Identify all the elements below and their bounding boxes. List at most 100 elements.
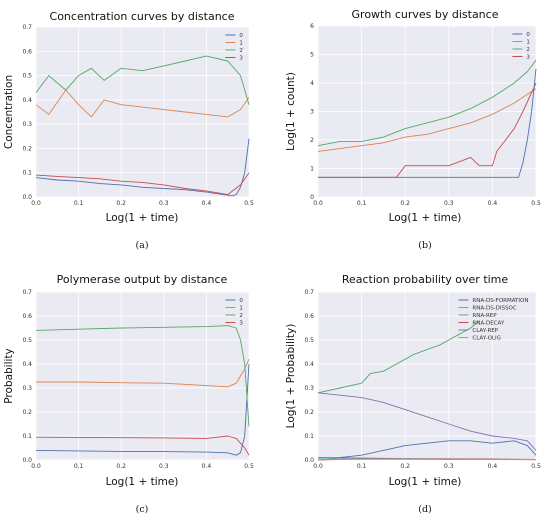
legend-label: 0 [239,298,243,304]
x-tick-label: 0.5 [531,463,541,470]
x-tick-label: 0.2 [116,200,126,207]
plot-area [318,292,536,460]
x-tick-label: 0.5 [244,463,254,470]
x-tick-label: 0.2 [116,463,126,470]
x-tick-label: 0.0 [313,200,323,207]
y-tick-label: 3 [310,109,314,116]
x-tick-label: 0.1 [357,463,367,470]
x-tick-label: 0.3 [444,463,454,470]
y-tick-label: 0.1 [22,433,32,440]
y-tick-label: 0.4 [304,361,314,368]
chart-panel-d: 0.0 0.1 0.2 0.3 0.4 0.5 0.6 0.7 0.0 0.1 0.2 0.3 0.4 0… [285,273,541,515]
plot-area [36,292,249,460]
y-tick-label: 6 [310,23,314,30]
legend-label: CLAY-REP [472,328,498,334]
legend-label: 3 [239,56,243,62]
legend-label: 2 [239,313,243,319]
chart-title: Polymerase output by distance [57,273,228,286]
panel-caption: (a) [135,240,148,251]
x-tick-label: 0.1 [74,463,84,470]
x-tick-label: 0.5 [531,200,541,207]
series-line-clay-rep [317,392,537,451]
chart-panel-a: 0.0 0.1 0.2 0.3 0.4 0.5 0.6 0.7 0.0 0.1 0.2 0.3 0.4 0… [3,10,254,251]
legend-label: RNA-DECAY [472,321,504,327]
legend-label: 1 [526,40,530,46]
x-tick-label: 0.4 [202,463,212,470]
x-tick-label: 0.0 [31,463,41,470]
x-tick-label: 0.0 [31,200,41,207]
x-axis-label: Log(1 + time) [106,476,179,488]
legend: 0 12 3 [512,32,530,61]
legend-label: 2 [526,47,530,53]
y-tick-label: 0.7 [304,289,314,296]
legend: 0 12 3 [225,298,243,327]
y-tick-label: 0.3 [22,385,32,392]
y-tick-label: 0.1 [22,170,32,177]
y-tick-label: 0.3 [22,121,32,128]
panel-caption: (d) [418,504,432,515]
series-line-0 [35,363,250,456]
series-line-rna-ds-formation [317,440,537,461]
x-axis-label: Log(1 + time) [106,212,179,224]
x-tick-label: 0.5 [244,200,254,207]
y-tick-label: 0.6 [304,313,314,320]
y-tick-label: 0.1 [304,433,314,440]
legend-label: RNA-REP [472,313,497,319]
y-axis-label: Log(1 + count) [285,72,297,151]
y-tick-label: 0.2 [304,409,314,416]
series-line-3 [35,172,250,196]
y-tick-label: 0 [310,194,314,201]
y-axis-label: Log(1 + Probability) [285,324,297,429]
y-tick-label: 0.5 [22,337,32,344]
x-tick-label: 0.1 [74,200,84,207]
series-line-1 [36,359,250,388]
y-tick-label: 0.0 [304,457,314,464]
y-tick-label: 0.3 [304,385,314,392]
series-line-1 [317,88,537,152]
series-line-0 [35,138,250,197]
y-tick-label: 0.2 [22,145,32,152]
series-line-2 [35,325,250,427]
y-tick-label: 0.7 [22,24,32,31]
x-tick-label: 0.3 [159,200,169,207]
panel-caption: (b) [418,240,432,251]
legend-label: RNA-DS-DISSOC [472,306,516,312]
series-line-2 [317,59,537,147]
y-tick-label: 0.0 [22,194,32,201]
y-tick-label: 1 [310,166,314,173]
legend: 0 12 3 [225,33,243,62]
x-tick-label: 0.3 [159,463,169,470]
legend-label: 1 [239,41,243,47]
y-axis-label: Probability [3,348,15,404]
legend-label: 1 [239,306,243,312]
legend-label: CLAY-OLIG [472,336,501,342]
chart-title: Reaction probability over time [342,273,509,286]
y-tick-label: 0.0 [22,457,32,464]
panel-caption: (c) [136,504,149,515]
x-tick-label: 0.2 [400,200,410,207]
legend-label: 0 [526,32,530,38]
y-tick-label: 0.5 [304,337,314,344]
legend-label: 3 [239,321,243,327]
series-line-3 [318,82,537,178]
plot-area [36,27,249,197]
x-tick-label: 0.4 [488,200,498,207]
y-tick-label: 5 [310,52,314,59]
legend-label: 0 [239,33,243,39]
chart-title: Concentration curves by distance [50,10,235,23]
y-axis-label: Concentration [3,75,15,149]
chart-panel-c: 0.0 0.1 0.2 0.3 0.4 0.5 0.6 0.7 0.0 0.1 0.2 0.3 0.4 0… [3,273,254,515]
y-tick-label: 0.4 [22,97,32,104]
y-tick-label: 0.6 [22,48,32,55]
legend-label: RNA-DS-FORMATION [472,298,528,304]
chart-title: Growth curves by distance [352,8,499,21]
y-tick-label: 0.4 [22,361,32,368]
y-tick-label: 0.7 [22,289,32,296]
series-line-3 [35,435,250,456]
x-tick-label: 0.0 [313,463,323,470]
y-tick-label: 0.6 [22,313,32,320]
legend-label: 2 [239,48,243,54]
